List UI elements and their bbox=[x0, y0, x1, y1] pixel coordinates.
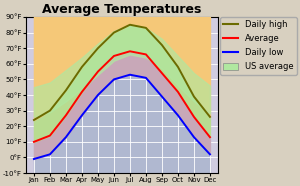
Title: Average Temperatures: Average Temperatures bbox=[42, 3, 202, 16]
Legend: Daily high, Average, Daily low, US average: Daily high, Average, Daily low, US avera… bbox=[220, 17, 297, 75]
